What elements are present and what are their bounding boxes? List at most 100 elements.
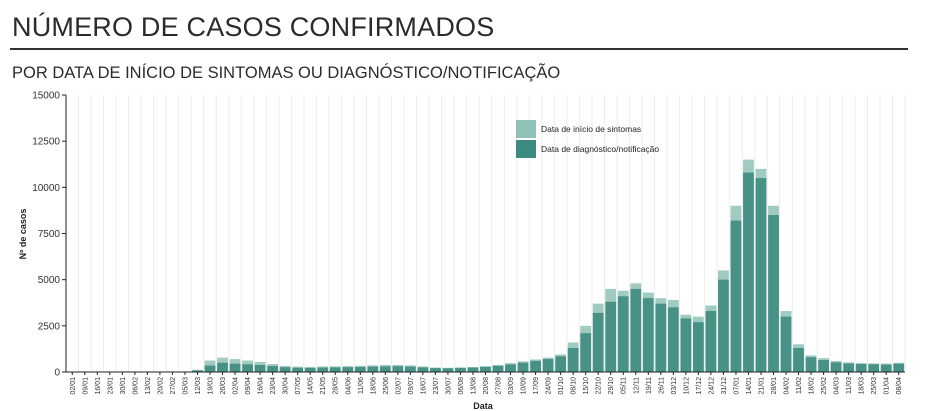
- bar-diagnosis: [267, 366, 279, 372]
- x-tick-label: 09/01: [82, 377, 89, 395]
- x-tick-label: 07/05: [295, 377, 302, 395]
- chart-bars: [192, 159, 905, 372]
- x-tick-label: 28/01: [771, 377, 778, 395]
- x-tick-label: 03/09: [508, 377, 515, 395]
- x-tick-label: 21/01: [758, 377, 765, 395]
- bar-diagnosis: [542, 359, 554, 372]
- bar-diagnosis: [342, 367, 354, 372]
- x-tick-label: 25/02: [821, 377, 828, 395]
- bar-diagnosis: [317, 367, 329, 372]
- bar-diagnosis: [793, 347, 804, 372]
- bar-diagnosis: [667, 307, 679, 372]
- title-divider: [10, 48, 908, 50]
- x-tick-label: 16/07: [420, 377, 427, 395]
- bar-diagnosis: [505, 364, 516, 372]
- bar-diagnosis: [605, 301, 617, 372]
- x-tick-label: 11/03: [846, 377, 853, 394]
- x-tick-label: 07/01: [733, 377, 740, 395]
- bar-diagnosis: [292, 367, 304, 372]
- x-tick-label: 24/09: [546, 377, 553, 395]
- bar-diagnosis: [404, 366, 416, 372]
- x-tick-label: 14/01: [746, 377, 753, 395]
- x-tick-label: 03/12: [671, 377, 678, 395]
- bar-diagnosis: [455, 367, 466, 372]
- x-tick-label: 06/08: [458, 377, 465, 395]
- x-tick-label: 01/04: [884, 377, 891, 395]
- x-tick-label: 31/12: [721, 377, 728, 395]
- bar-diagnosis: [755, 178, 767, 372]
- x-tick-label: 10/12: [683, 377, 690, 395]
- x-tick-label: 19/03: [208, 377, 215, 395]
- x-tick-label: 16/04: [258, 377, 265, 395]
- x-tick-label: 27/08: [496, 377, 503, 395]
- bar-diagnosis: [642, 298, 654, 372]
- x-tick-label: 26/11: [658, 377, 665, 394]
- x-tick-label: 22/10: [596, 377, 603, 395]
- x-tick-label: 08/10: [571, 377, 578, 395]
- bar-diagnosis: [392, 366, 404, 372]
- legend-label-symptom-onset: Data de início de sintomas: [541, 124, 641, 134]
- x-tick-label: 10/09: [521, 377, 528, 395]
- bar-diagnosis: [217, 362, 228, 372]
- x-tick-label: 19/11: [646, 377, 653, 394]
- x-tick-label: 30/07: [445, 377, 452, 395]
- bar-diagnosis: [655, 303, 667, 372]
- bar-diagnosis: [467, 367, 479, 372]
- x-tick-label: 04/06: [345, 377, 352, 395]
- y-tick-label: 5000: [38, 275, 61, 286]
- bar-diagnosis: [580, 333, 592, 372]
- y-tick-label: 15000: [32, 91, 60, 102]
- bar-diagnosis: [855, 364, 867, 372]
- x-tick-label: 02/07: [395, 377, 402, 395]
- bar-diagnosis: [555, 356, 567, 372]
- x-tick-label: 24/12: [708, 377, 715, 395]
- x-tick-label: 11/02: [796, 377, 803, 394]
- bar-diagnosis: [492, 365, 504, 372]
- bar-diagnosis: [592, 312, 604, 372]
- x-tick-label: 17/12: [696, 377, 703, 395]
- x-tick-label: 14/05: [308, 377, 315, 395]
- bar-diagnosis: [379, 366, 391, 372]
- x-tick-label: 05/03: [182, 377, 189, 395]
- chart-subtitle: POR DATA DE INÍCIO DE SINTOMAS OU DIAGNÓ…: [12, 64, 561, 82]
- x-axis-label: Data: [473, 401, 494, 411]
- bar-diagnosis: [805, 357, 817, 372]
- bar-diagnosis: [818, 359, 829, 372]
- x-tick-label: 02/04: [233, 377, 240, 395]
- x-tick-label: 21/05: [320, 377, 327, 395]
- bar-diagnosis: [192, 370, 203, 372]
- x-tick-label: 23/04: [270, 377, 277, 395]
- x-tick-label: 13/02: [145, 377, 152, 395]
- bar-diagnosis: [304, 367, 316, 372]
- bar-diagnosis: [530, 360, 541, 372]
- bar-diagnosis: [692, 322, 704, 372]
- x-tick-label: 16/01: [95, 377, 102, 395]
- page-title: NÚMERO DE CASOS CONFIRMADOS: [12, 12, 495, 42]
- y-tick-label: 10000: [32, 183, 60, 194]
- x-tick-label: 06/02: [132, 377, 139, 395]
- y-tick-label: 2500: [38, 321, 61, 332]
- y-tick-label: 12500: [32, 137, 60, 148]
- x-tick-label: 13/08: [470, 377, 477, 395]
- chart-gridlines: [65, 95, 906, 372]
- y-axis-label: Nº de casos: [18, 209, 28, 260]
- x-tick-label: 27/02: [170, 377, 177, 395]
- chart-legend: Data de início de sintomas Data de diagn…: [516, 120, 659, 158]
- x-tick-label: 01/10: [558, 377, 565, 395]
- x-tick-label: 04/03: [834, 377, 841, 395]
- bar-diagnosis: [880, 364, 892, 372]
- bar-diagnosis: [517, 362, 529, 372]
- bar-diagnosis: [830, 362, 842, 372]
- x-tick-label: 02/01: [70, 377, 77, 395]
- x-tick-label: 12/03: [195, 377, 202, 395]
- bar-diagnosis: [430, 368, 441, 372]
- chart-axes: 0 2500 5000 7500 10000 12500 15000 02/01 09/01 16…: [32, 91, 905, 395]
- bar-diagnosis: [229, 363, 241, 372]
- bar-diagnosis: [367, 366, 379, 372]
- x-tick-label: 15/10: [583, 377, 590, 395]
- bar-diagnosis: [768, 215, 779, 372]
- bar-diagnosis: [567, 347, 579, 372]
- bar-diagnosis: [442, 368, 454, 372]
- x-tick-label: 08/04: [896, 377, 903, 395]
